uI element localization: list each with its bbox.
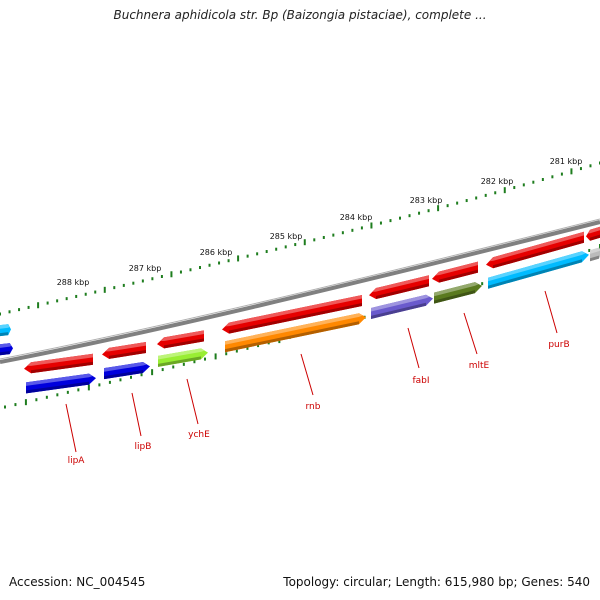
cds-arrow-highlight: [27, 353, 93, 366]
map-title: Buchnera aphidicola str. Bp (Baizongia p…: [113, 8, 487, 22]
cds-arrow-shadow: [590, 234, 600, 241]
gene-box-fabI-shadow: [371, 302, 426, 319]
cds-arrow-shadow: [376, 283, 429, 300]
gene-labels: lipA lipB ychE rnb fabI mltE purB: [68, 340, 570, 466]
cds-arrow-highlight: [588, 226, 600, 234]
scale-label: 287 kbp: [129, 264, 162, 273]
leader-line: [131, 392, 142, 437]
gene-box-ychE-shadow: [158, 356, 201, 367]
cds-arrow-highlight: [225, 294, 362, 327]
leader-line: [65, 403, 77, 453]
partial-feature-left-2-shadow: [0, 351, 10, 356]
gene-label-lipB: lipB: [135, 442, 152, 452]
partial-feature-left-2-highlight: [0, 343, 12, 348]
scale-label: 286 kbp: [200, 248, 233, 257]
cds-arrow-highlight: [372, 275, 429, 292]
gene-box-rnb-highlight: [225, 313, 363, 345]
scale-label: 283 kbp: [410, 196, 443, 205]
gene-box-fabI-highlight: [371, 294, 430, 312]
gene-box-mltE-highlight: [434, 282, 479, 297]
cds-arrow-shadow: [229, 302, 362, 334]
gene-box-purB-shadow: [488, 259, 582, 289]
feature-track: [0, 226, 600, 394]
gene-box-purB-highlight: [488, 251, 586, 282]
gene-label-mltE: mltE: [469, 361, 490, 371]
gene-label-purB: purB: [548, 340, 569, 350]
gene-box-lipB-highlight: [104, 361, 147, 372]
accession-text: Accession: NC_004545: [9, 575, 146, 589]
gene-box-lipA-shadow: [26, 381, 89, 394]
scale-label: 284 kbp: [340, 213, 373, 222]
gene-box-partial-shadow: [590, 255, 599, 262]
leader-line: [463, 312, 478, 355]
scale-label: 285 kbp: [270, 232, 303, 241]
scale-labels: 288 kbp 287 kbp 286 kbp 285 kbp 284 kbp 283 k…: [57, 157, 583, 287]
cds-arrow-shadow: [164, 338, 204, 349]
cds-arrow-shadow: [493, 239, 584, 269]
backbone-highlight: [0, 218, 600, 360]
leader-line: [300, 353, 314, 396]
cds-arrow-highlight: [105, 342, 146, 352]
gene-label-rnb: rnb: [306, 402, 321, 412]
leader-line: [407, 327, 420, 369]
partial-feature-left-highlight: [0, 324, 10, 329]
cds-arrow-shadow: [439, 269, 478, 283]
gene-box-partial-highlight: [590, 247, 600, 254]
cds-arrow-shadow: [109, 350, 146, 359]
cds-arrow-highlight: [160, 330, 204, 342]
label-leaders: [65, 290, 558, 453]
gene-box-ychE-highlight: [158, 348, 205, 360]
gene-label-fabI: fabI: [412, 376, 429, 386]
genome-summary-text: Topology: circular; Length: 615,980 bp; …: [283, 575, 590, 589]
cds-arrow-highlight: [489, 231, 584, 262]
leader-line: [544, 290, 558, 334]
scale-label: 288 kbp: [57, 278, 90, 287]
partial-feature-left-shadow: [0, 332, 9, 337]
scale-label: 282 kbp: [481, 177, 514, 186]
gene-box-rnb-shadow: [225, 321, 359, 353]
gene-label-ychE: ychE: [188, 430, 210, 440]
gene-box-mltE-shadow: [434, 290, 475, 304]
leader-line: [186, 378, 199, 425]
scale-ticks: [0, 161, 600, 316]
gene-box-lipB-shadow: [104, 369, 143, 380]
genome-backbone: [0, 218, 600, 364]
gene-box-lipA-highlight: [26, 373, 93, 386]
scale-label: 281 kbp: [550, 157, 583, 166]
backbone-arc: [0, 220, 600, 364]
gene-label-lipA: lipA: [68, 456, 86, 466]
cds-arrow-shadow: [31, 361, 93, 374]
cds-arrow-highlight: [435, 261, 478, 276]
